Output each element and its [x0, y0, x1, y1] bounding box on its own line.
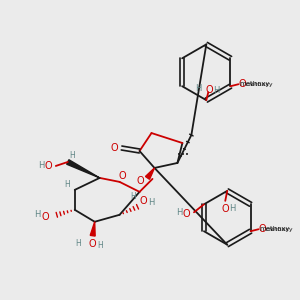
Text: •••: ••• [177, 152, 189, 158]
Text: O: O [140, 196, 147, 206]
Text: O: O [259, 224, 266, 234]
Text: methoxy: methoxy [239, 81, 270, 87]
Text: H: H [38, 161, 44, 170]
Text: O: O [44, 161, 52, 171]
Text: H: H [195, 84, 202, 93]
Polygon shape [67, 160, 100, 178]
Text: O: O [89, 239, 97, 249]
Text: O: O [182, 209, 190, 219]
Text: methoxy: methoxy [259, 226, 290, 232]
Text: O: O [41, 212, 49, 222]
Text: O: O [111, 143, 119, 153]
Text: O: O [119, 171, 126, 181]
Text: O: O [238, 79, 246, 89]
Text: H: H [75, 239, 81, 248]
Text: H: H [69, 152, 75, 160]
Text: H: H [148, 198, 155, 207]
Polygon shape [90, 222, 95, 236]
Polygon shape [146, 168, 154, 179]
Text: O: O [206, 85, 213, 95]
Text: H: H [213, 86, 220, 95]
Text: H: H [64, 180, 70, 189]
Text: O: O [221, 204, 229, 214]
Text: H: H [176, 208, 182, 217]
Text: O: O [137, 176, 144, 186]
Text: methoxy: methoxy [266, 227, 293, 232]
Text: H: H [229, 204, 236, 213]
Text: methoxy: methoxy [245, 82, 273, 87]
Text: H: H [34, 210, 40, 219]
Text: H: H [131, 192, 137, 201]
Text: H: H [97, 241, 103, 250]
